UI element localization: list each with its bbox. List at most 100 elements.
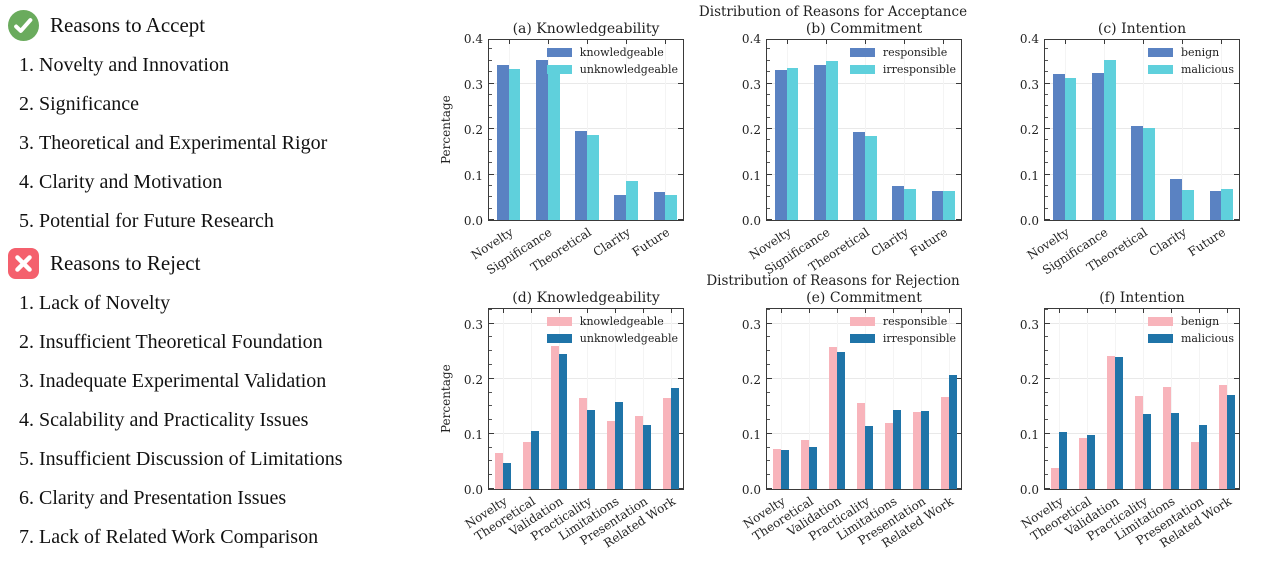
tick-mark <box>1234 432 1239 434</box>
legend-item: benign <box>1147 46 1234 59</box>
tick-mark <box>904 40 906 44</box>
tick-mark <box>1199 309 1200 313</box>
gridline <box>1199 309 1200 489</box>
gridline <box>1059 309 1060 489</box>
tick-mark <box>1045 139 1048 141</box>
tick-mark <box>767 419 770 421</box>
subplot-title: (f) Intention <box>1099 290 1185 306</box>
gridline <box>767 128 961 129</box>
bar <box>494 452 503 489</box>
bar <box>940 396 949 489</box>
tick-mark <box>1045 82 1050 84</box>
tick-mark <box>943 40 945 44</box>
legend: knowledgeable unknowledgeable <box>546 46 678 80</box>
gridline <box>865 40 866 220</box>
tick-mark <box>1045 196 1048 198</box>
subplot-body: 0.0 0.1 0.2 0.3 benign malicious <box>1010 308 1240 497</box>
chart-row-body: (a) Knowledgeability Percentage 0.0 0.1 0.2 0… <box>438 21 1269 277</box>
y-tick-label: 0.3 <box>463 317 483 332</box>
legend-item: unknowledgeable <box>546 332 678 345</box>
tick-mark <box>825 40 827 44</box>
tick-mark <box>1045 128 1050 129</box>
subplot: (d) Knowledgeability Percentage 0.0 0.1 0.2 0… <box>438 290 684 551</box>
bar <box>865 135 877 220</box>
subplot: (e) Commitment 0.0 0.1 0.2 0.3 responsible irr… <box>732 290 962 551</box>
bar <box>825 60 838 220</box>
tick-mark <box>767 82 772 84</box>
bar <box>587 135 599 220</box>
bar <box>828 347 837 489</box>
legend-label: responsible <box>882 315 948 328</box>
bar <box>1171 413 1180 489</box>
bar <box>1218 384 1227 489</box>
bar <box>550 345 559 489</box>
bar <box>1190 441 1199 489</box>
plot-area: knowledgeable unknowledgeable <box>488 308 684 490</box>
tick-mark <box>767 336 770 338</box>
tick-mark <box>767 184 770 186</box>
subplot: (a) Knowledgeability Percentage 0.0 0.1 0.2 0… <box>438 21 684 277</box>
tick-mark <box>587 309 588 313</box>
bar <box>587 410 596 489</box>
tick-mark <box>767 48 770 50</box>
tick-mark <box>489 405 492 407</box>
tick-mark <box>547 40 549 44</box>
legend-item: irresponsible <box>849 332 956 345</box>
bar <box>772 449 781 489</box>
tick-mark <box>767 363 770 365</box>
tick-mark <box>921 309 922 313</box>
tick-mark <box>489 82 494 84</box>
chart-row-title: Distribution of Reasons for Acceptance <box>698 4 968 20</box>
tick-mark <box>489 139 492 141</box>
reject-item: Insufficient Discussion of Limitations <box>39 447 424 471</box>
tick-mark <box>767 105 770 107</box>
gridline <box>904 40 906 220</box>
tick-mark <box>489 336 492 338</box>
x-tick-label: Future <box>629 225 673 260</box>
tick-mark <box>489 363 492 365</box>
tick-mark <box>1045 363 1048 365</box>
y-tick-label: 0.4 <box>1019 32 1039 46</box>
tick-mark <box>1045 93 1048 95</box>
bar <box>912 412 921 489</box>
tick-mark <box>1234 128 1239 129</box>
bar <box>522 442 531 489</box>
bar <box>626 181 638 220</box>
bar <box>1064 77 1077 220</box>
x-tick-label: Clarity <box>590 225 633 260</box>
tick-mark <box>678 488 683 489</box>
bar <box>615 401 624 489</box>
tick-mark <box>767 196 770 198</box>
reject-title: Reasons to Reject <box>50 251 201 275</box>
legend: knowledgeable unknowledgeable <box>546 315 678 349</box>
tick-mark <box>665 40 667 44</box>
bar <box>1052 74 1065 220</box>
bar <box>1199 425 1208 489</box>
tick-mark <box>767 460 770 462</box>
y-tick-label: 0.1 <box>1019 427 1039 442</box>
legend-swatch <box>849 48 875 57</box>
tick-mark <box>587 40 588 44</box>
tick-mark <box>1221 40 1223 44</box>
tick-mark <box>489 391 492 393</box>
tick-mark <box>489 162 492 164</box>
bar <box>536 59 548 220</box>
accept-item: Significance <box>39 92 424 116</box>
legend-label: benign <box>1180 46 1220 59</box>
accept-item: Clarity and Motivation <box>39 170 424 194</box>
acceptance-row: Distribution of Reasons for Acceptance (a… <box>438 4 1269 277</box>
y-tick-label: 0.3 <box>1019 77 1039 92</box>
gridline <box>1045 322 1239 324</box>
tick-mark <box>1045 59 1048 61</box>
y-tick-labels: 0.0 0.1 0.2 0.3 <box>732 308 766 497</box>
tick-mark <box>1143 309 1144 313</box>
plot-area: responsible irresponsible <box>766 308 962 490</box>
tick-mark <box>489 474 492 476</box>
chart-row-body: (d) Knowledgeability Percentage 0.0 0.1 0.2 0… <box>438 290 1269 551</box>
gridline <box>1087 309 1088 489</box>
bar <box>575 131 587 220</box>
legend: responsible irresponsible <box>849 315 956 349</box>
x-tick-labels: Novelty Theoretical Validation Practicality… <box>741 490 962 551</box>
tick-mark <box>489 48 492 50</box>
bar <box>904 189 916 220</box>
